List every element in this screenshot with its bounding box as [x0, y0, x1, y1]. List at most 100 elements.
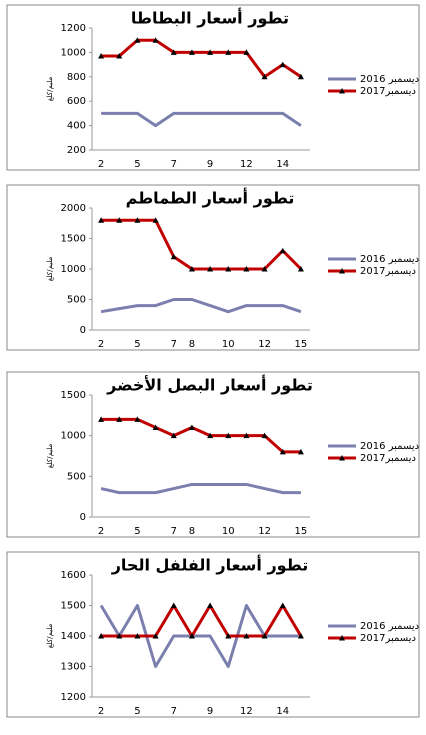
x-tick-label: 7	[171, 526, 177, 537]
marker	[279, 61, 286, 68]
legend-label: ديسمبر2017	[360, 453, 416, 464]
chart-title: تطور أسعار الفلفل الحار	[111, 555, 309, 575]
y-tick-label: 800	[67, 72, 86, 83]
series-line	[101, 218, 302, 271]
y-tick-label: 400	[67, 121, 86, 132]
marker	[170, 49, 177, 55]
y-tick-label: 1000	[61, 264, 86, 275]
marker	[188, 633, 195, 639]
marker	[134, 217, 141, 223]
x-tick-label: 2	[98, 706, 104, 717]
x-tick-label: 10	[222, 339, 235, 350]
marker	[98, 53, 105, 59]
marker	[243, 266, 250, 272]
x-tick-label: 12	[240, 706, 253, 717]
marker	[279, 602, 286, 608]
legend-label: ديسمبر2017	[360, 86, 416, 97]
marker	[134, 633, 141, 639]
x-tick-label: 2	[98, 526, 104, 537]
legend-label: ديسمبر2017	[360, 633, 416, 644]
chart-title: تطور أسعار البصل الأخضر	[106, 375, 313, 395]
x-tick-label: 7	[171, 159, 177, 170]
marker	[188, 424, 195, 431]
marker	[225, 49, 232, 55]
marker	[152, 424, 159, 431]
panel	[6, 4, 420, 171]
marker	[152, 37, 159, 43]
legend-label: ديسمبر2017	[360, 266, 416, 277]
marker	[207, 432, 214, 439]
marker	[225, 432, 232, 439]
marker	[116, 53, 123, 59]
y-tick-label: 1000	[61, 431, 86, 442]
series-line	[99, 604, 301, 668]
legend-label: ديسمبر 2016	[360, 621, 419, 632]
legend-label: ديسمبر 2016	[360, 254, 419, 265]
legend-marker	[339, 455, 345, 461]
legend-label: ديسمبر 2016	[360, 441, 419, 452]
marker	[261, 432, 268, 439]
marker	[98, 633, 105, 639]
x-tick-label: 9	[207, 159, 213, 170]
y-tick-label: 1400	[61, 631, 86, 642]
x-tick-label: 14	[276, 159, 289, 170]
legend-marker	[339, 268, 345, 274]
panel	[6, 371, 420, 538]
marker	[297, 448, 304, 455]
marker	[116, 633, 123, 639]
y-tick-label: 2000	[61, 203, 86, 214]
marker	[225, 633, 232, 639]
x-tick-label: 10	[222, 526, 235, 537]
y-tick-label: 1200	[61, 692, 86, 703]
series-line	[101, 38, 302, 79]
y-tick-label: 1600	[61, 570, 86, 581]
series-line	[101, 111, 302, 128]
x-tick-label: 15	[295, 526, 308, 537]
marker	[297, 73, 304, 80]
x-tick-label: 9	[207, 706, 213, 717]
marker	[261, 266, 268, 272]
y-tick-label: 600	[67, 96, 86, 107]
legend-label: ديسمبر 2016	[360, 74, 419, 85]
marker	[116, 416, 123, 422]
x-tick-label: 2	[98, 339, 104, 350]
x-tick-label: 12	[240, 159, 253, 170]
y-axis-label: مليم/كلغ	[46, 256, 54, 281]
marker	[225, 266, 232, 272]
legend-marker	[339, 88, 345, 94]
y-tick-label: 0	[80, 512, 86, 523]
x-tick-label: 14	[276, 706, 289, 717]
x-tick-label: 12	[258, 526, 271, 537]
chart-title: تطور أسعار الطماطم	[126, 188, 295, 208]
y-tick-label: 1000	[61, 47, 86, 58]
marker	[207, 602, 214, 608]
marker	[261, 73, 268, 80]
marker	[279, 448, 286, 455]
x-tick-label: 5	[134, 159, 140, 170]
marker	[170, 432, 177, 439]
marker	[207, 49, 214, 55]
x-tick-label: 12	[258, 339, 271, 350]
series-line	[100, 482, 301, 495]
x-tick-label: 8	[189, 526, 195, 537]
marker	[279, 247, 286, 254]
marker	[261, 633, 268, 639]
marker	[170, 602, 177, 608]
y-tick-label: 1500	[61, 390, 86, 401]
marker	[188, 49, 195, 55]
series-line	[100, 298, 302, 314]
marker	[243, 432, 250, 439]
y-tick-label: 1200	[61, 23, 86, 34]
y-axis-label: مليم/كلغ	[46, 76, 54, 101]
marker	[98, 416, 105, 422]
marker	[98, 217, 105, 223]
x-tick-label: 15	[295, 339, 308, 350]
marker	[134, 37, 141, 43]
y-tick-label: 1300	[61, 662, 86, 673]
x-tick-label: 5	[134, 526, 140, 537]
x-tick-label: 5	[134, 706, 140, 717]
y-tick-label: 500	[67, 471, 86, 482]
y-tick-label: 0	[80, 325, 86, 336]
